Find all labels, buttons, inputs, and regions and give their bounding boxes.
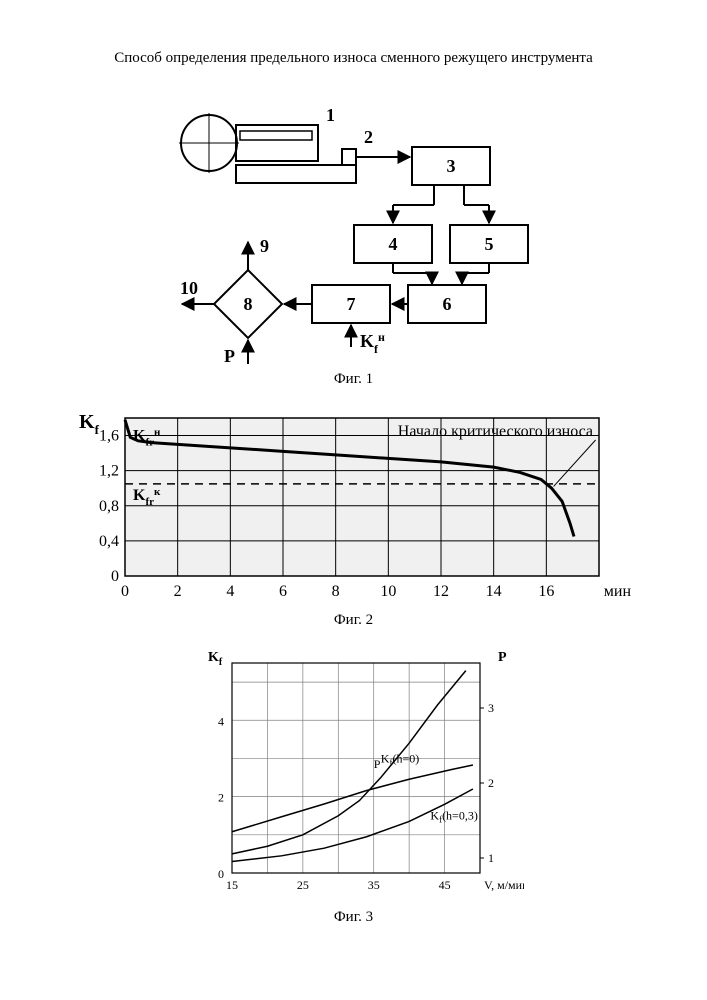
fig2-chart: 00,40,81,21,60246810121416KfминKfrнKfrкН… [69, 406, 639, 606]
svg-text:7: 7 [346, 294, 355, 314]
fig1-diagram: 1 2 3 4 5 6 7 8 9 10 P Kfн [144, 95, 564, 365]
svg-text:0: 0 [121, 583, 129, 600]
svg-text:1,2: 1,2 [99, 463, 119, 480]
svg-text:2: 2 [488, 776, 494, 790]
svg-text:P: P [224, 346, 235, 365]
svg-text:10: 10 [380, 583, 396, 600]
svg-text:14: 14 [485, 583, 501, 600]
svg-text:3: 3 [446, 156, 455, 176]
svg-text:16: 16 [538, 583, 554, 600]
svg-text:1: 1 [488, 851, 494, 865]
svg-text:0,4: 0,4 [99, 533, 119, 550]
fig3-chart: 0 2 4 1 2 3 15 25 35 45 Kf P V, м/мин Kf(h=0) Kf(h=0,3… [184, 643, 524, 903]
svg-text:8: 8 [243, 294, 252, 314]
svg-text:12: 12 [433, 583, 449, 600]
svg-text:2: 2 [218, 791, 224, 805]
fig2-caption: Фиг. 2 [60, 612, 647, 629]
svg-text:45: 45 [438, 878, 450, 892]
svg-text:9: 9 [260, 236, 269, 256]
svg-text:Начало критического износа: Начало критического износа [397, 423, 592, 440]
svg-text:0,8: 0,8 [99, 498, 119, 515]
svg-text:Kf: Kf [79, 411, 100, 437]
svg-text:1: 1 [326, 105, 335, 125]
svg-text:4: 4 [388, 234, 397, 254]
svg-text:мин: мин [603, 583, 631, 600]
svg-text:Kf(h=0): Kf(h=0) [380, 751, 418, 767]
svg-text:5: 5 [484, 234, 493, 254]
svg-text:P: P [373, 757, 380, 771]
svg-text:V, м/мин: V, м/мин [484, 878, 524, 892]
svg-text:0: 0 [111, 568, 119, 585]
svg-text:1,6: 1,6 [99, 428, 119, 445]
svg-text:Kfн: Kfн [360, 330, 385, 356]
svg-text:3: 3 [488, 701, 494, 715]
svg-text:15: 15 [226, 878, 238, 892]
svg-text:P: P [498, 650, 507, 665]
svg-text:2: 2 [173, 583, 181, 600]
fig3-caption: Фиг. 3 [60, 909, 647, 926]
svg-text:2: 2 [364, 127, 373, 147]
svg-text:Kf: Kf [208, 650, 223, 668]
svg-text:25: 25 [296, 878, 308, 892]
svg-text:Kf(h=0,3): Kf(h=0,3) [430, 809, 477, 825]
svg-text:4: 4 [226, 583, 234, 600]
fig1-caption: Фиг. 1 [60, 371, 647, 388]
svg-text:0: 0 [218, 867, 224, 881]
svg-text:35: 35 [367, 878, 379, 892]
svg-text:8: 8 [331, 583, 339, 600]
page-title: Способ определения предельного износа см… [60, 50, 647, 67]
svg-text:4: 4 [218, 714, 224, 728]
svg-text:6: 6 [442, 294, 451, 314]
svg-text:10: 10 [180, 278, 198, 298]
svg-text:6: 6 [279, 583, 287, 600]
